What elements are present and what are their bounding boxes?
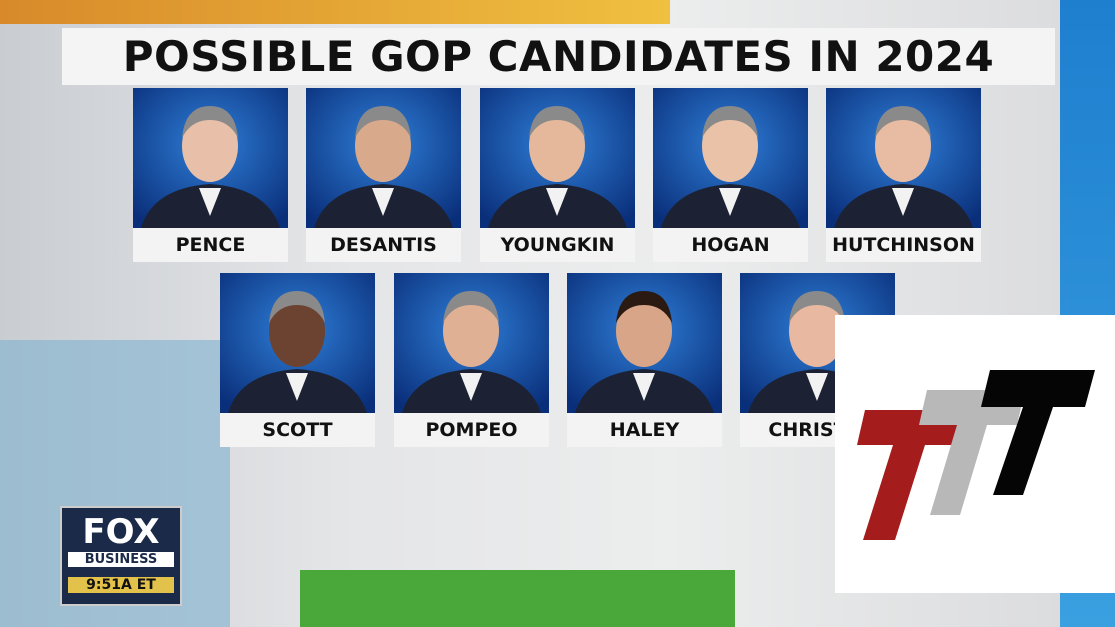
candidate-card: HALEY	[567, 273, 722, 447]
candidate-photo	[394, 273, 549, 413]
candidate-card: HOGAN	[653, 88, 808, 262]
channel: BUSINESS	[68, 552, 174, 567]
candidate-name: DESANTIS	[306, 228, 461, 262]
candidate-name: SCOTT	[220, 413, 375, 447]
green-bar	[300, 570, 735, 627]
candidate-photo	[826, 88, 981, 228]
title-bar: POSSIBLE GOP CANDIDATES IN 2024	[62, 28, 1055, 85]
candidate-card: DESANTIS	[306, 88, 461, 262]
candidate-photo	[567, 273, 722, 413]
candidate-name: HALEY	[567, 413, 722, 447]
candidate-photo	[306, 88, 461, 228]
candidate-photo	[480, 88, 635, 228]
top-stripe	[0, 0, 670, 24]
candidate-name: YOUNGKIN	[480, 228, 635, 262]
candidate-photo	[133, 88, 288, 228]
watermark-logo	[835, 315, 1115, 593]
network-logo: FOX	[82, 512, 160, 552]
candidate-photo	[653, 88, 808, 228]
candidate-card: YOUNGKIN	[480, 88, 635, 262]
candidate-photo	[220, 273, 375, 413]
candidate-card: HUTCHINSON	[826, 88, 981, 262]
candidate-name: HOGAN	[653, 228, 808, 262]
candidate-name: POMPEO	[394, 413, 549, 447]
candidate-name: PENCE	[133, 228, 288, 262]
title: POSSIBLE GOP CANDIDATES IN 2024	[122, 32, 995, 81]
candidate-card: SCOTT	[220, 273, 375, 447]
network-bug: FOX BUSINESS 9:51A ET	[60, 506, 182, 606]
candidate-card: POMPEO	[394, 273, 549, 447]
clock: 9:51A ET	[68, 577, 174, 593]
candidate-card: PENCE	[133, 88, 288, 262]
candidate-name: HUTCHINSON	[826, 228, 981, 262]
